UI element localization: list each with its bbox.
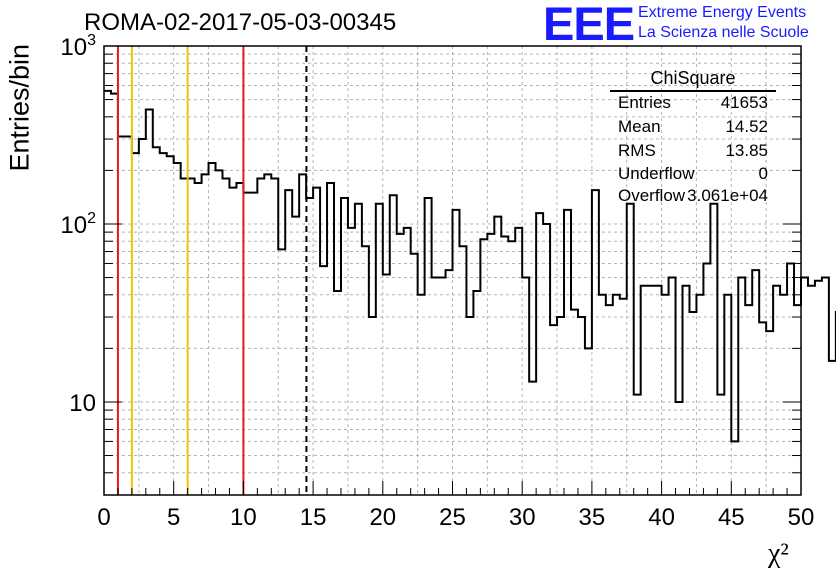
- stats-key: Overflow: [618, 186, 686, 205]
- stats-value: 14.52: [725, 117, 768, 136]
- logo-caption-line1: Extreme Energy Events: [638, 4, 807, 21]
- x-tick-label: 5: [167, 504, 180, 531]
- stats-value: 0: [758, 164, 768, 183]
- x-tick-label: 15: [300, 504, 327, 531]
- stats-divider: [610, 90, 776, 92]
- x-tick-label: 35: [579, 504, 606, 531]
- x-tick-label: 25: [439, 504, 466, 531]
- marker-lines: [116, 46, 308, 495]
- y-tick-label: 103: [60, 32, 96, 61]
- stats-value: 41653: [720, 93, 768, 112]
- x-tick-label: 30: [509, 504, 536, 531]
- x-tick-label: 20: [369, 504, 396, 531]
- x-tick-label: 40: [648, 504, 675, 531]
- stats-title: ChiSquare: [650, 68, 736, 88]
- y-tick-label: 102: [60, 210, 96, 239]
- x-tick-label: 0: [97, 504, 110, 531]
- stats-value: 3.061e+04: [687, 186, 768, 205]
- stats-value: 13.85: [725, 141, 768, 160]
- stats-key: RMS: [618, 141, 656, 160]
- y-tick-label: 10: [69, 390, 96, 417]
- stats-key: Underflow: [618, 164, 695, 183]
- x-axis-label: χ²: [768, 538, 789, 569]
- axis-ticks: 0 5 10 15 20 25 30 35 40 45 50 10 102 103: [60, 32, 814, 531]
- eee-logo: EEE: [543, 0, 635, 50]
- stats-key: Entries: [618, 93, 671, 112]
- logo-caption-line2: La Scienza nelle Scuole: [638, 24, 809, 41]
- y-axis-label: Entries/bin: [4, 43, 35, 172]
- x-tick-label: 50: [788, 504, 815, 531]
- x-tick-label: 45: [718, 504, 745, 531]
- stats-key: Mean: [618, 117, 661, 136]
- x-tick-label: 10: [230, 504, 257, 531]
- plot-title: ROMA-02-2017-05-03-00345: [84, 9, 397, 36]
